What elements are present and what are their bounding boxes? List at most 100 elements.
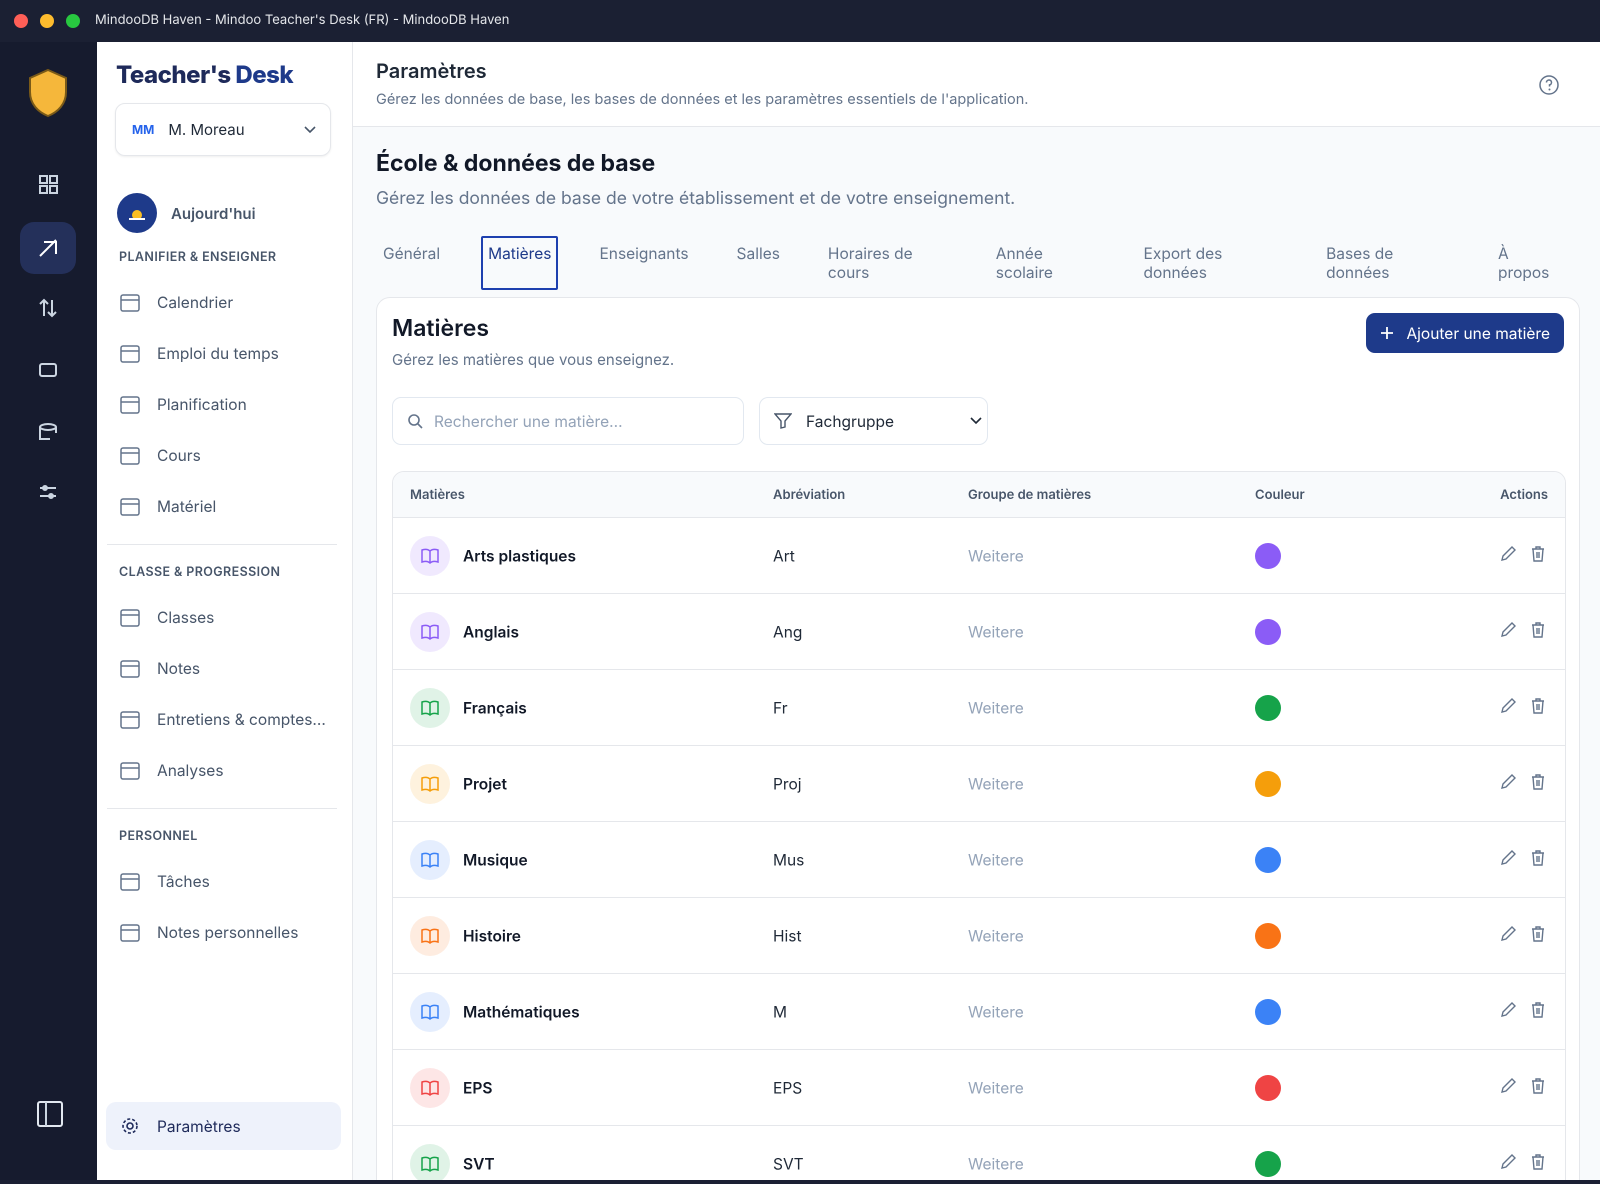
delete-button[interactable]: [1529, 1153, 1547, 1175]
delete-button[interactable]: [1529, 925, 1547, 947]
column-header: Couleur: [1255, 486, 1305, 503]
sidebar: Teacher's Desk MM M. Moreau Aujourd'hui P…: [97, 42, 353, 1180]
subject-name: Arts plastiques: [463, 546, 576, 565]
delete-button[interactable]: [1529, 1077, 1547, 1099]
column-header: Matières: [410, 486, 465, 503]
subject-name: SVT: [463, 1154, 495, 1173]
delete-button[interactable]: [1529, 545, 1547, 567]
zoom-button[interactable]: [66, 14, 80, 28]
tab[interactable]: Horaires de cours: [827, 244, 913, 282]
edit-button[interactable]: [1499, 1153, 1517, 1175]
subject-icon: [410, 687, 450, 728]
delete-button[interactable]: [1529, 773, 1547, 795]
subject-abbr: Hist: [773, 926, 802, 945]
edit-button[interactable]: [1499, 773, 1517, 795]
page-header: Paramètres Gérez les données de base, le…: [353, 42, 1600, 127]
tab-bar: Général Matières Enseignants Salles Horaires…: [376, 236, 1600, 290]
subject-name: Histoire: [463, 926, 521, 945]
subject-icon: [410, 839, 450, 880]
nav-item[interactable]: Notes personnelles: [97, 907, 353, 958]
close-button[interactable]: [14, 14, 28, 28]
column-header: Actions: [1500, 486, 1548, 503]
tab[interactable]: Enseignants: [599, 244, 689, 263]
brand-part: Teacher's: [116, 60, 231, 89]
user-initials: MM: [132, 122, 155, 137]
today-link[interactable]: Aujourd'hui: [117, 193, 256, 233]
column-header: Abréviation: [773, 486, 846, 503]
subject-name: Anglais: [463, 622, 519, 641]
color-dot: [1255, 998, 1281, 1025]
edit-button[interactable]: [1499, 621, 1517, 643]
table-row: SVT SVT Weitere: [393, 1125, 1565, 1180]
color-dot: [1255, 922, 1281, 949]
nav-item[interactable]: Tâches: [97, 856, 353, 907]
tab[interactable]: Général: [383, 244, 441, 263]
nav-item[interactable]: Matériel: [97, 481, 353, 532]
column-header: Groupe de matières: [968, 486, 1092, 503]
subjects-panel: Matières Gérez les matières que vous ens…: [376, 297, 1580, 1180]
nav-section-title: PERSONNEL: [119, 829, 198, 844]
nav-item[interactable]: Entretiens & comptes...: [97, 694, 353, 745]
table-row: Projet Proj Weitere: [393, 745, 1565, 821]
subject-abbr: Ang: [773, 622, 803, 641]
table-row: EPS EPS Weitere: [393, 1049, 1565, 1125]
brand: Teacher's Desk: [116, 60, 294, 89]
chevron: [304, 125, 316, 133]
edit-button[interactable]: [1499, 697, 1517, 719]
nav-label: Classes: [157, 608, 215, 627]
subject-name: Français: [463, 698, 527, 717]
search-input[interactable]: Rechercher une matière...: [392, 397, 744, 445]
edit-button[interactable]: [1499, 545, 1517, 567]
edit-button[interactable]: [1499, 849, 1517, 871]
user-select[interactable]: MM M. Moreau: [115, 103, 331, 156]
color-dot: [1255, 694, 1281, 721]
edit-button[interactable]: [1499, 1001, 1517, 1023]
subject-abbr: Art: [773, 546, 795, 565]
title-bar: MindooDB Haven - Mindoo Teacher's Desk (…: [0, 0, 1600, 42]
panel-title: Matières: [392, 314, 490, 342]
edit-button[interactable]: [1499, 1077, 1517, 1099]
tab[interactable]: Salles: [736, 244, 780, 263]
subject-icon: [410, 535, 450, 576]
nav-item[interactable]: Emploi du temps: [97, 328, 353, 379]
filter-select[interactable]: Fachgruppe: [759, 397, 988, 445]
subject-group: Weitere: [968, 546, 1024, 565]
delete-button[interactable]: [1529, 849, 1547, 871]
subject-group: Weitere: [968, 698, 1024, 717]
filter-label: Fachgruppe: [806, 411, 895, 431]
subject-icon: [410, 1143, 450, 1180]
section-subtitle: Gérez les données de base de votre établ…: [376, 188, 1016, 209]
help-button[interactable]: [1538, 74, 1560, 96]
minimize-button[interactable]: [40, 14, 54, 28]
nav-item[interactable]: Classes: [97, 592, 353, 643]
nav-item[interactable]: Analyses: [97, 745, 353, 796]
table-row: Français Fr Weitere: [393, 669, 1565, 745]
settings-label: Paramètres: [157, 1116, 241, 1136]
tab[interactable]: Export des données: [1143, 244, 1223, 282]
delete-button[interactable]: [1529, 697, 1547, 719]
tab[interactable]: Année scolaire: [995, 244, 1053, 282]
user-name: M. Moreau: [168, 120, 245, 139]
nav-item[interactable]: Calendrier: [97, 277, 353, 328]
table-row: Histoire Hist Weitere: [393, 897, 1565, 973]
nav-section-title: PLANIFIER & ENSEIGNER: [119, 250, 277, 265]
subject-icon: [410, 611, 450, 652]
nav-item[interactable]: Planification: [97, 379, 353, 430]
edit-button[interactable]: [1499, 925, 1517, 947]
subject-group: Weitere: [968, 926, 1024, 945]
brand-part: Desk: [235, 60, 294, 89]
tab[interactable]: Bases de données: [1326, 244, 1394, 282]
table-row: Anglais Ang Weitere: [393, 593, 1565, 669]
add-button[interactable]: Ajouter une matière: [1366, 313, 1564, 353]
delete-button[interactable]: [1529, 621, 1547, 643]
window-title: MindooDB Haven - Mindoo Teacher's Desk (…: [95, 12, 510, 28]
tab[interactable]: À propos: [1498, 244, 1550, 282]
settings-link[interactable]: Paramètres: [106, 1102, 341, 1150]
delete-button[interactable]: [1529, 1001, 1547, 1023]
nav-item[interactable]: Notes: [97, 643, 353, 694]
table-header: Matières Abréviation Groupe de matières Cou…: [393, 472, 1565, 517]
nav-item[interactable]: Cours: [97, 430, 353, 481]
nav-label: Notes: [157, 659, 201, 678]
add-label: Ajouter une matière: [1406, 323, 1550, 343]
tab[interactable]: Matières: [481, 236, 559, 290]
